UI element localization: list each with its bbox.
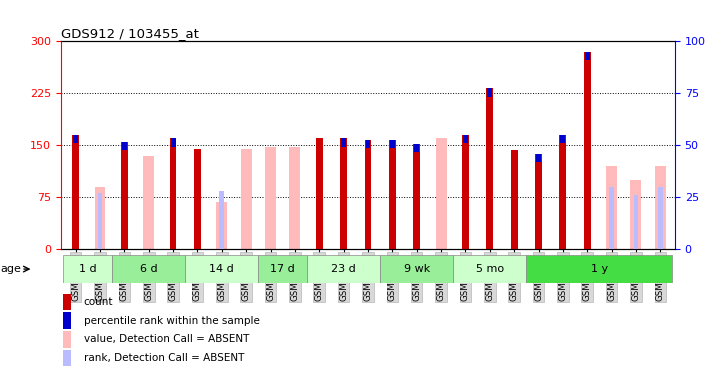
Bar xyxy=(510,150,518,249)
Bar xyxy=(414,144,420,249)
Text: GSM34315: GSM34315 xyxy=(218,254,226,301)
Bar xyxy=(169,138,177,249)
Bar xyxy=(658,187,663,249)
Text: GSM34327: GSM34327 xyxy=(485,254,494,301)
Bar xyxy=(185,255,258,283)
Bar xyxy=(414,144,419,152)
Bar xyxy=(98,193,103,249)
Bar xyxy=(488,88,493,97)
Text: GDS912 / 103455_at: GDS912 / 103455_at xyxy=(61,27,199,40)
Text: GSM34328: GSM34328 xyxy=(510,254,518,301)
Bar xyxy=(365,140,370,148)
Text: GSM34322: GSM34322 xyxy=(363,254,373,301)
Bar xyxy=(241,149,251,249)
Text: GSM34324: GSM34324 xyxy=(412,254,421,301)
Bar xyxy=(73,135,79,249)
Bar xyxy=(584,52,589,60)
Bar xyxy=(655,166,666,249)
Bar xyxy=(561,135,565,143)
Text: 9 wk: 9 wk xyxy=(404,264,430,274)
Bar xyxy=(341,138,346,147)
Text: percentile rank within the sample: percentile rank within the sample xyxy=(84,316,260,326)
Text: GSM34317: GSM34317 xyxy=(266,254,275,301)
Bar xyxy=(380,255,453,283)
Bar xyxy=(307,255,380,283)
Text: GSM34307: GSM34307 xyxy=(71,254,80,301)
Text: 17 d: 17 d xyxy=(271,264,295,274)
Text: 14 d: 14 d xyxy=(210,264,234,274)
Bar xyxy=(122,142,127,150)
Bar xyxy=(365,140,371,249)
Text: 6 d: 6 d xyxy=(140,264,157,274)
Bar xyxy=(144,156,154,249)
Bar xyxy=(462,135,469,249)
Text: 1 y: 1 y xyxy=(591,264,608,274)
Bar xyxy=(609,187,614,249)
Bar xyxy=(63,255,112,283)
Bar xyxy=(535,154,542,249)
Bar xyxy=(220,191,224,249)
Bar xyxy=(536,154,541,162)
Bar xyxy=(73,135,78,143)
Text: GSM34329: GSM34329 xyxy=(534,254,543,301)
Bar xyxy=(289,147,300,249)
Text: 1 d: 1 d xyxy=(79,264,97,274)
Bar xyxy=(453,255,526,283)
Bar xyxy=(340,138,347,249)
Bar xyxy=(526,255,673,283)
Text: GSM34313: GSM34313 xyxy=(169,254,177,301)
Bar xyxy=(63,312,71,329)
Text: GSM34323: GSM34323 xyxy=(388,254,397,301)
Text: GSM34333: GSM34333 xyxy=(631,254,640,301)
Text: GSM34330: GSM34330 xyxy=(559,254,567,301)
Bar xyxy=(390,140,395,148)
Bar xyxy=(265,147,276,249)
Bar xyxy=(216,202,228,249)
Text: GSM34310: GSM34310 xyxy=(120,254,129,301)
Text: GSM34326: GSM34326 xyxy=(461,254,470,301)
Text: GSM34331: GSM34331 xyxy=(583,254,592,301)
Bar xyxy=(171,138,175,147)
Bar xyxy=(606,166,617,249)
Text: age: age xyxy=(0,264,21,274)
Bar xyxy=(112,255,185,283)
Bar xyxy=(389,140,396,249)
Bar xyxy=(559,135,567,249)
Bar xyxy=(633,195,638,249)
Text: rank, Detection Call = ABSENT: rank, Detection Call = ABSENT xyxy=(84,353,244,363)
Bar xyxy=(316,138,322,249)
Bar xyxy=(463,135,468,143)
Text: GSM34316: GSM34316 xyxy=(242,254,251,301)
Text: count: count xyxy=(84,297,113,307)
Text: GSM34311: GSM34311 xyxy=(144,254,153,301)
Bar xyxy=(436,138,447,249)
Bar xyxy=(95,187,106,249)
Bar xyxy=(63,294,71,310)
Bar xyxy=(63,350,71,366)
Bar xyxy=(486,88,493,249)
Text: GSM34321: GSM34321 xyxy=(339,254,348,301)
Text: GSM34332: GSM34332 xyxy=(607,254,616,301)
Bar xyxy=(194,149,201,249)
Bar xyxy=(121,142,128,249)
Text: GSM34319: GSM34319 xyxy=(290,254,299,301)
Text: value, Detection Call = ABSENT: value, Detection Call = ABSENT xyxy=(84,334,249,344)
Text: GSM34308: GSM34308 xyxy=(95,254,105,301)
Text: 5 mo: 5 mo xyxy=(476,264,504,274)
Bar xyxy=(630,180,641,249)
Bar xyxy=(584,52,591,249)
Bar xyxy=(258,255,307,283)
Text: GSM34325: GSM34325 xyxy=(437,254,446,301)
Bar xyxy=(63,331,71,348)
Text: 23 d: 23 d xyxy=(331,264,356,274)
Text: GSM34320: GSM34320 xyxy=(314,254,324,301)
Text: GSM34334: GSM34334 xyxy=(656,254,665,301)
Text: GSM34314: GSM34314 xyxy=(193,254,202,301)
